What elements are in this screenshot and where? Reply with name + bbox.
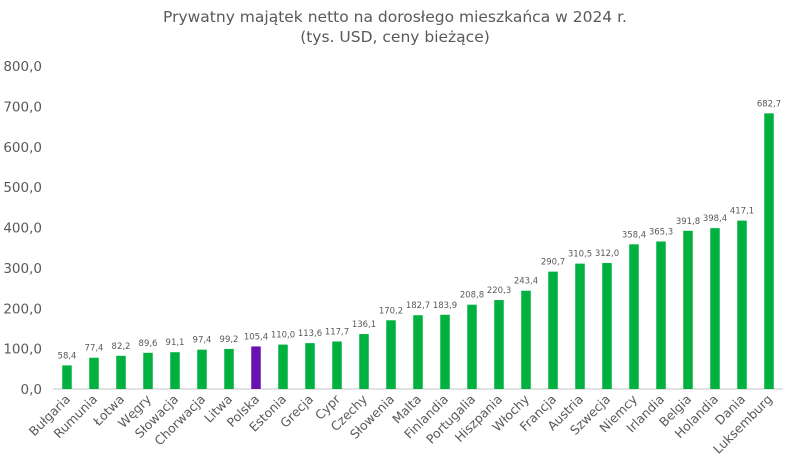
bar-słowenia bbox=[386, 320, 396, 389]
bar-cypr bbox=[332, 341, 342, 389]
y-tick-label: 500,0 bbox=[3, 180, 42, 196]
data-label: 77,4 bbox=[85, 344, 104, 354]
bar-polska bbox=[251, 346, 261, 389]
bar-niemcy bbox=[629, 244, 639, 389]
bar-irlandia bbox=[656, 241, 666, 389]
data-label: 99,2 bbox=[220, 335, 239, 345]
bar-austria bbox=[575, 263, 585, 389]
y-tick-label: 200,0 bbox=[3, 301, 42, 317]
data-label: 82,2 bbox=[112, 342, 131, 352]
y-tick-label: 0,0 bbox=[21, 382, 42, 398]
data-label: 312,0 bbox=[595, 249, 619, 259]
data-label: 417,1 bbox=[730, 207, 754, 217]
y-tick-label: 800,0 bbox=[3, 59, 42, 75]
data-label: 220,3 bbox=[487, 286, 511, 296]
data-label: 117,7 bbox=[325, 327, 349, 337]
bar-chorwacja bbox=[197, 349, 207, 389]
data-label: 89,6 bbox=[139, 339, 158, 349]
bar-czechy bbox=[359, 334, 369, 389]
data-label: 243,4 bbox=[514, 277, 538, 287]
y-tick-label: 400,0 bbox=[3, 221, 42, 237]
data-label: 358,4 bbox=[622, 230, 646, 240]
data-label: 110,0 bbox=[271, 331, 295, 341]
bar-hiszpania bbox=[494, 300, 504, 389]
data-label: 682,7 bbox=[757, 99, 781, 109]
y-tick-label: 100,0 bbox=[3, 342, 42, 358]
data-label: 183,9 bbox=[433, 301, 457, 311]
data-label: 105,4 bbox=[244, 332, 268, 342]
bar-grecja bbox=[305, 343, 315, 389]
bar-węgry bbox=[143, 352, 153, 389]
data-label: 290,7 bbox=[541, 258, 565, 268]
bar-łotwa bbox=[116, 355, 126, 389]
data-label: 97,4 bbox=[193, 336, 212, 346]
data-label: 91,1 bbox=[166, 338, 185, 348]
y-tick-label: 600,0 bbox=[3, 140, 42, 156]
bar-portugalia bbox=[467, 304, 477, 389]
data-label: 365,3 bbox=[649, 228, 673, 238]
y-tick-label: 700,0 bbox=[3, 99, 42, 115]
bar-malta bbox=[413, 315, 423, 389]
y-tick-label: 300,0 bbox=[3, 261, 42, 277]
bar-luksemburg bbox=[764, 113, 774, 390]
bar-bułgaria bbox=[62, 365, 72, 389]
data-label: 113,6 bbox=[298, 329, 322, 339]
data-label: 136,1 bbox=[352, 320, 376, 330]
bar-estonia bbox=[278, 344, 288, 389]
data-label: 310,5 bbox=[568, 250, 592, 260]
bar-francja bbox=[548, 271, 558, 389]
bar-rumunia bbox=[89, 357, 99, 389]
bar-słowacja bbox=[170, 352, 180, 389]
data-label: 170,2 bbox=[379, 306, 403, 316]
data-label: 182,7 bbox=[406, 301, 430, 311]
bar-litwa bbox=[224, 348, 234, 389]
bar-włochy bbox=[521, 290, 531, 389]
bar-szwecja bbox=[602, 263, 612, 389]
chart-subtitle: (tys. USD, ceny bieżące) bbox=[300, 28, 490, 46]
bar-holandia bbox=[710, 228, 720, 389]
bar-dania bbox=[737, 220, 747, 389]
data-label: 58,4 bbox=[58, 351, 77, 361]
data-label: 208,8 bbox=[460, 291, 484, 301]
bar-finlandia bbox=[440, 314, 450, 389]
bar-belgia bbox=[683, 230, 693, 389]
chart-title: Prywatny majątek netto na dorosłego mies… bbox=[163, 8, 627, 26]
data-label: 391,8 bbox=[676, 217, 700, 227]
data-label: 398,4 bbox=[703, 214, 727, 224]
